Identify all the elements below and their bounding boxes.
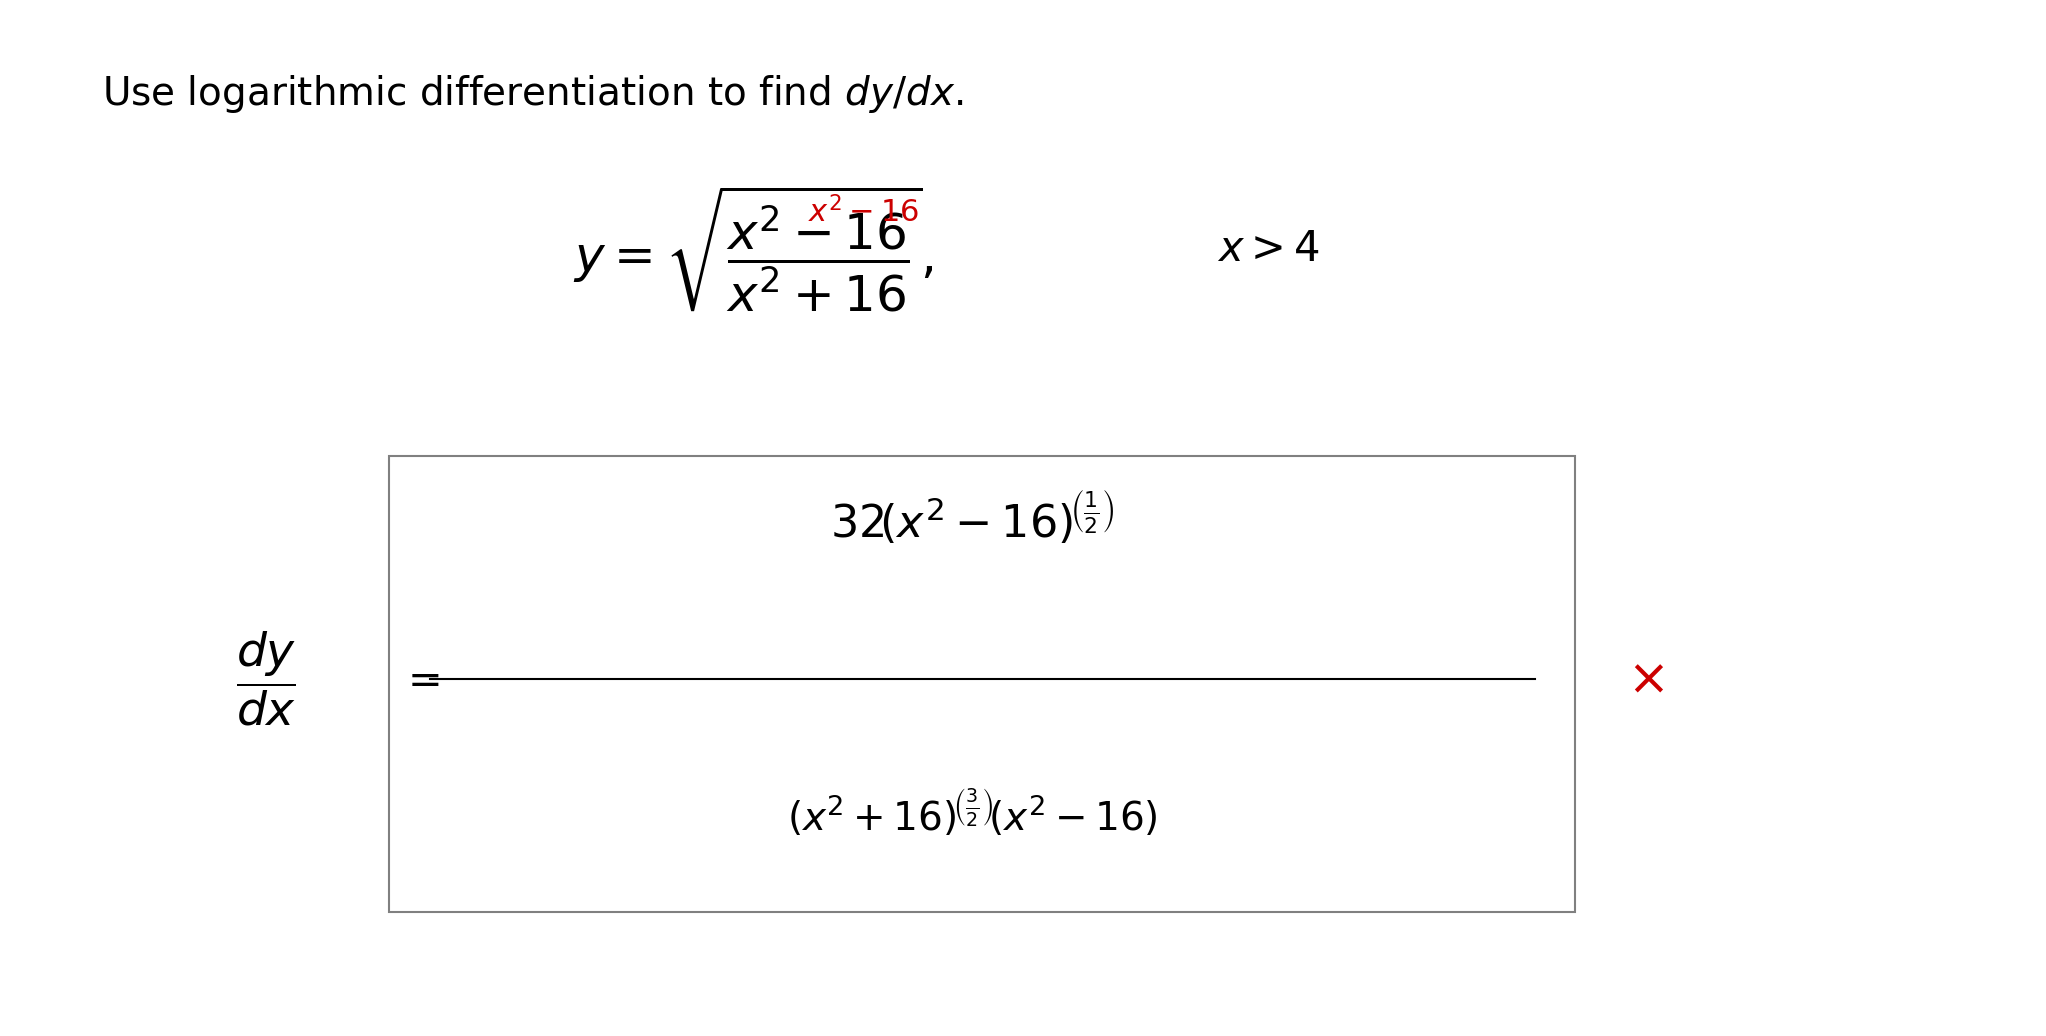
- Text: $\times$: $\times$: [1627, 655, 1663, 702]
- Text: $x^2 - 16$: $x^2 - 16$: [808, 196, 919, 229]
- Text: $=$: $=$: [399, 658, 440, 699]
- Text: $y = \sqrt{\dfrac{x^2 - 16}{x^2 + 16}},$: $y = \sqrt{\dfrac{x^2 - 16}{x^2 + 16}},$: [573, 183, 933, 314]
- Text: $\dfrac{dy}{dx}$: $\dfrac{dy}{dx}$: [235, 629, 297, 728]
- Text: $\left(x^2 + 16\right)^{\!\left(\frac{3}{2}\right)}\!\left(x^2 - 16\right)$: $\left(x^2 + 16\right)^{\!\left(\frac{3}…: [786, 787, 1158, 839]
- Text: Use logarithmic differentiation to find $dy/dx$.: Use logarithmic differentiation to find …: [102, 73, 964, 115]
- Text: $32\!\left(x^2 - 16\right)^{\!\left(\frac{1}{2}\right)}$: $32\!\left(x^2 - 16\right)^{\!\left(\fra…: [831, 489, 1113, 547]
- Text: $x > 4$: $x > 4$: [1217, 228, 1320, 269]
